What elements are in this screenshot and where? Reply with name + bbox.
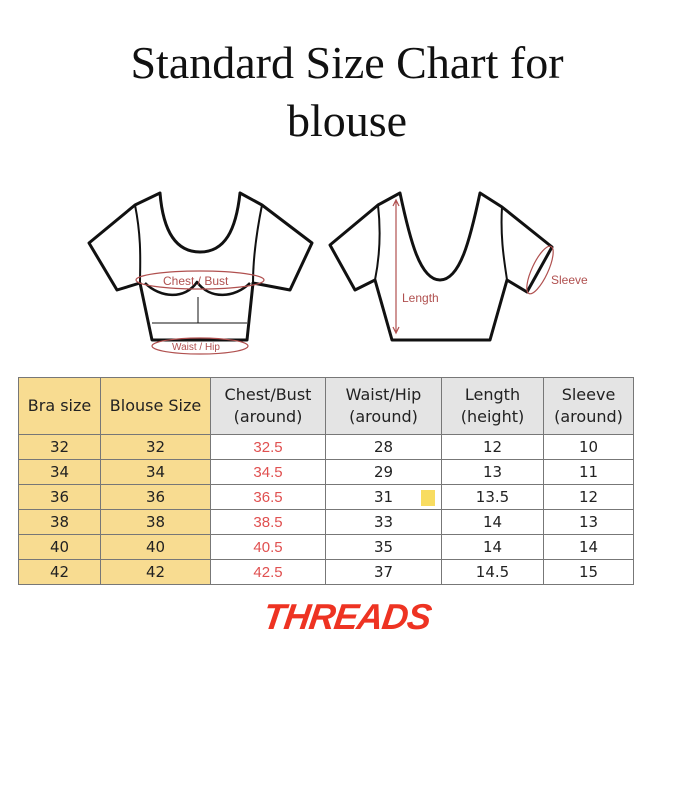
back-blouse-outline (328, 191, 554, 342)
table-cell: 14 (441, 509, 544, 535)
header-chest: Chest/Bust (around) (210, 377, 326, 435)
table-cell: 35 (325, 534, 442, 560)
header-row: Bra size Blouse Size Chest/Bust (around) … (18, 377, 634, 435)
table-cell: 38 (18, 509, 101, 535)
brand-logo: THREADS (260, 596, 434, 637)
table-cell: 33 (325, 509, 442, 535)
table-cell: 14 (441, 534, 544, 560)
table-cell: 40.5 (210, 534, 326, 560)
table-cell: 32 (18, 434, 101, 460)
length-label: Length (402, 291, 439, 305)
table-cell: 12 (543, 484, 634, 510)
table-row: 36 36 36.5 31 13.5 12 (18, 484, 634, 510)
table-row: 42 42 42.5 37 14.5 15 (18, 559, 634, 585)
table-row: 38 38 38.5 33 14 13 (18, 509, 634, 535)
chest-label: Chest / Bust (163, 274, 229, 288)
table-cell: 36 (100, 484, 211, 510)
table-cell: 15 (543, 559, 634, 585)
measure-marks (135, 198, 554, 355)
table-cell: 40 (18, 534, 101, 560)
table-cell: 36 (18, 484, 101, 510)
table-row: 34 34 34.5 29 13 11 (18, 459, 634, 485)
table-cell: 14 (543, 534, 634, 560)
header-length: Length (height) (441, 377, 544, 435)
table-cell: 38.5 (210, 509, 326, 535)
header-sleeve: Sleeve (around) (543, 377, 634, 435)
size-table: Bra size Blouse Size Chest/Bust (around) … (18, 377, 634, 585)
table-cell: 32 (100, 434, 211, 460)
table-row: 40 40 40.5 35 14 14 (18, 534, 634, 560)
title-line-2: blouse (286, 95, 408, 146)
table-cell: 11 (543, 459, 634, 485)
table-cell: 28 (325, 434, 442, 460)
table-cell: 12 (441, 434, 544, 460)
table-cell: 42.5 (210, 559, 326, 585)
front-blouse-outline (87, 191, 314, 342)
table-cell: 13 (441, 459, 544, 485)
title-line-1: Standard Size Chart for (130, 37, 564, 88)
sleeve-label: Sleeve (551, 273, 588, 287)
table-cell: 31 (325, 484, 442, 510)
table-cell: 13 (543, 509, 634, 535)
yellow-highlight-mark (421, 489, 436, 506)
header-waist: Waist/Hip (around) (325, 377, 442, 435)
table-cell: 42 (18, 559, 101, 585)
table-cell: 34 (100, 459, 211, 485)
header-bra-size: Bra size (18, 377, 101, 435)
table-row: 32 32 32.5 28 12 10 (18, 434, 634, 460)
table-cell: 38 (100, 509, 211, 535)
table-cell: 40 (100, 534, 211, 560)
table-cell: 13.5 (441, 484, 544, 510)
blouse-diagram: Chest / Bust Waist / Hip Length Sleeve (87, 191, 588, 355)
table-cell: 37 (325, 559, 442, 585)
table-cell: 32.5 (210, 434, 326, 460)
table-cell: 36.5 (210, 484, 326, 510)
table-cell: 34.5 (210, 459, 326, 485)
table-cell: 29 (325, 459, 442, 485)
waist-label: Waist / Hip (172, 342, 220, 353)
table-cell: 34 (18, 459, 101, 485)
table-cell: 14.5 (441, 559, 544, 585)
table-cell: 42 (100, 559, 211, 585)
header-blouse-size: Blouse Size (100, 377, 211, 435)
table-cell: 10 (543, 434, 634, 460)
